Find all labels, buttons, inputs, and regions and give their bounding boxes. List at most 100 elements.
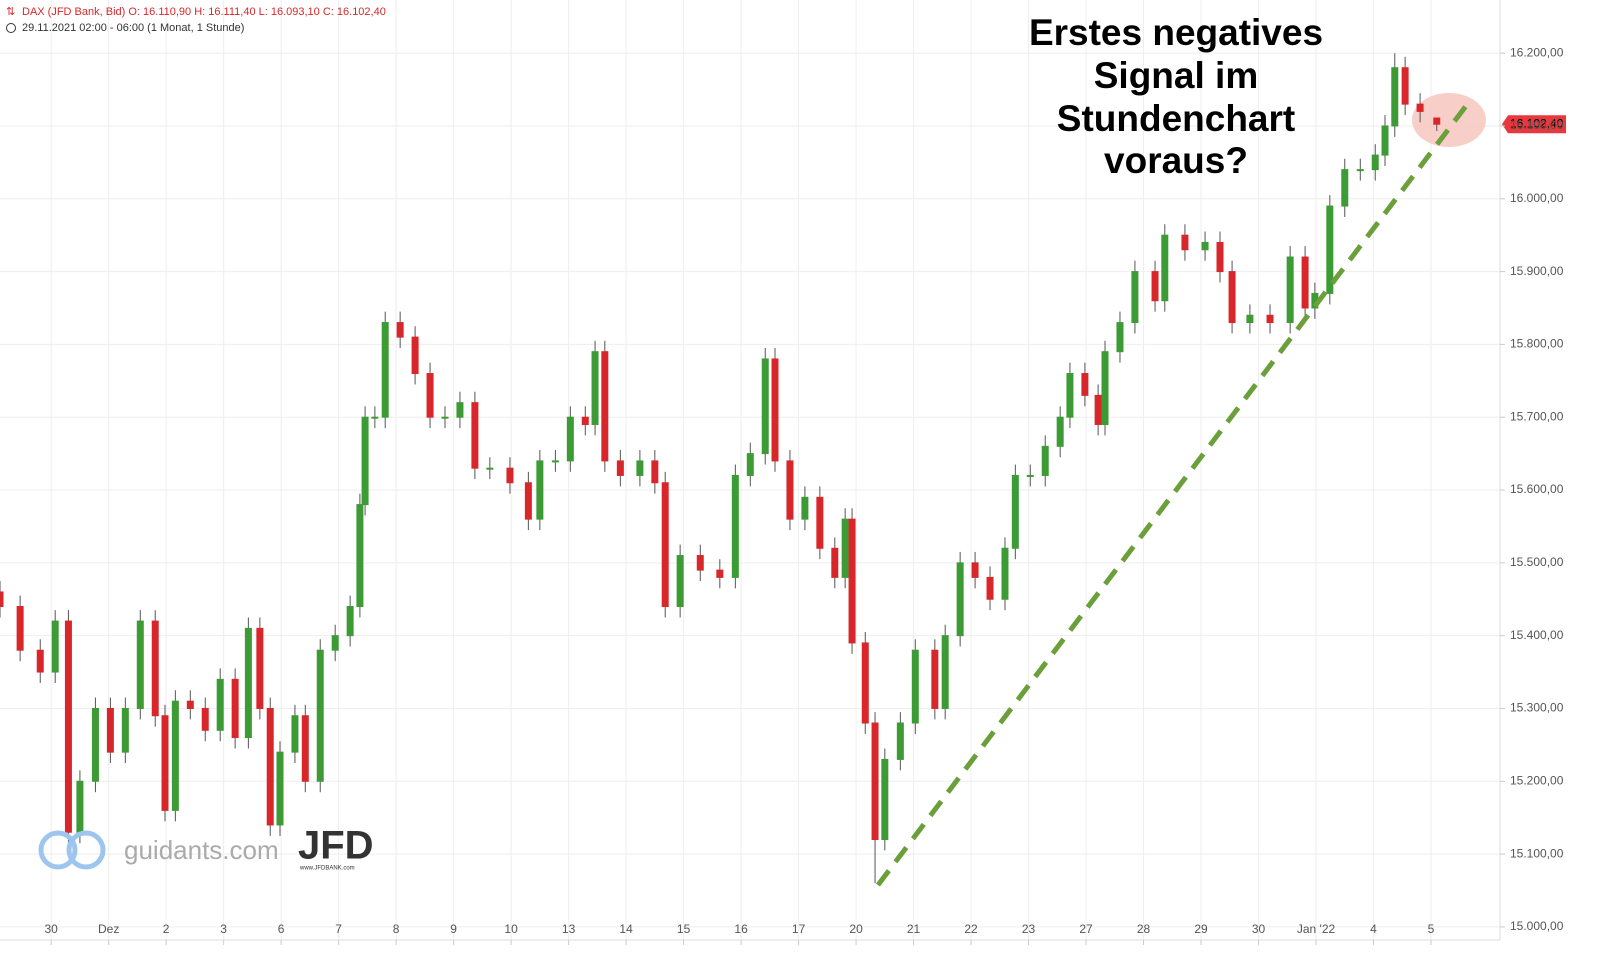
- candle-body: [1116, 322, 1124, 353]
- candle-body: [1161, 234, 1169, 302]
- candle-body: [136, 620, 144, 709]
- candle-body: [244, 627, 252, 739]
- candle-body: [396, 322, 404, 338]
- x-tick-label: 20: [849, 922, 863, 936]
- logo-icon: [38, 830, 78, 870]
- x-tick-label: 6: [278, 922, 285, 936]
- candle-body: [536, 460, 544, 520]
- candle-body: [616, 460, 624, 476]
- x-tick-label: 21: [907, 922, 921, 936]
- x-tick-label: 22: [964, 922, 978, 936]
- candle-body: [426, 373, 434, 418]
- candle-body: [841, 518, 849, 578]
- x-tick-label: 29: [1194, 922, 1208, 936]
- y-tick-label: 15.200,00: [1510, 773, 1564, 787]
- candle-body: [746, 453, 754, 476]
- y-tick-label: 16.200,00: [1510, 45, 1564, 59]
- candle-body: [931, 649, 939, 709]
- candle-body: [1401, 67, 1409, 105]
- annotation: Stundenchart: [1057, 98, 1295, 139]
- y-tick-label: 15.100,00: [1510, 846, 1564, 860]
- candle-body: [1011, 474, 1019, 549]
- y-tick-label: 15.400,00: [1510, 628, 1564, 642]
- subheader: 29.11.2021 02:00 - 06:00 (1 Monat, 1 Stu…: [22, 22, 244, 34]
- candle-body: [1228, 271, 1236, 324]
- candle-body: [506, 467, 514, 484]
- candle-body: [601, 351, 609, 462]
- x-tick-label: 10: [504, 922, 518, 936]
- candle-body: [1131, 271, 1139, 324]
- candle-body: [291, 715, 299, 753]
- candle-body: [716, 569, 724, 578]
- candle-body: [1066, 373, 1074, 418]
- annotation: Signal im: [1094, 55, 1258, 96]
- candle-body: [371, 416, 379, 419]
- x-tick-label: Dez: [98, 922, 119, 936]
- candle-body: [871, 722, 879, 841]
- candle-body: [0, 591, 4, 608]
- candle-body: [381, 322, 389, 418]
- candle-body: [411, 336, 419, 375]
- candle-body: [151, 620, 159, 717]
- x-tick-label: 2: [163, 922, 170, 936]
- x-tick-label: 13: [562, 922, 576, 936]
- trendline: [876, 104, 1468, 887]
- x-tick-label: 3: [220, 922, 227, 936]
- y-tick-label: 15.800,00: [1510, 337, 1564, 351]
- candle-body: [121, 707, 129, 753]
- x-tick-label: 5: [1428, 922, 1435, 936]
- x-tick-label: 30: [1252, 922, 1266, 936]
- x-tick-label: 27: [1079, 922, 1093, 936]
- candle-body: [361, 416, 369, 506]
- annotation: Erstes negatives: [1029, 12, 1323, 53]
- logo-icon: [66, 830, 106, 870]
- y-tick-label: 15.500,00: [1510, 555, 1564, 569]
- candle-body: [186, 700, 194, 709]
- candle-body: [1151, 271, 1159, 302]
- candle-body: [881, 758, 889, 841]
- candle-body: [1001, 547, 1009, 600]
- candle-body: [1433, 117, 1441, 125]
- y-tick-label: 16.000,00: [1510, 191, 1564, 205]
- candle-body: [216, 678, 224, 731]
- candle-body: [771, 358, 779, 462]
- candle-body: [1101, 351, 1109, 425]
- candle-body: [301, 715, 309, 782]
- candle-body: [51, 620, 59, 673]
- candle-body: [1266, 314, 1274, 324]
- highlight-circle: [1412, 93, 1486, 147]
- candle-body: [36, 649, 44, 673]
- candle-body: [346, 606, 354, 637]
- candle-body: [171, 700, 179, 811]
- candle-body: [1356, 169, 1364, 172]
- y-tick-label: 15.000,00: [1510, 919, 1564, 933]
- candle-body: [231, 678, 239, 739]
- candle-body: [91, 707, 99, 782]
- x-tick-label: 14: [619, 922, 633, 936]
- annotation: voraus?: [1104, 140, 1248, 181]
- candle-body: [786, 460, 794, 520]
- candle-body: [356, 504, 364, 608]
- candle-body: [566, 416, 574, 462]
- y-tick-label: 15.900,00: [1510, 264, 1564, 278]
- y-tick-label: 16.100,00: [1510, 118, 1564, 132]
- watermark: JFD: [298, 824, 374, 868]
- candle-body: [76, 780, 84, 833]
- x-tick-label: 30: [44, 922, 58, 936]
- candle-body: [801, 496, 809, 520]
- candle-body: [524, 482, 532, 520]
- candle-body: [1286, 256, 1294, 324]
- x-tick-label: 15: [677, 922, 691, 936]
- candle-body: [986, 576, 994, 600]
- candle-body: [848, 518, 856, 644]
- watermark: guidants.com: [124, 835, 279, 865]
- candle-body: [161, 715, 169, 811]
- candle-body: [456, 402, 464, 418]
- y-tick-label: 15.700,00: [1510, 409, 1564, 423]
- candle-body: [471, 402, 479, 469]
- candle-body: [636, 460, 644, 476]
- x-tick-label: 7: [335, 922, 342, 936]
- header: DAX (JFD Bank, Bid) O: 16.110,90 H: 16.1…: [22, 6, 386, 18]
- candle-body: [201, 707, 209, 731]
- candle-body: [1181, 234, 1189, 251]
